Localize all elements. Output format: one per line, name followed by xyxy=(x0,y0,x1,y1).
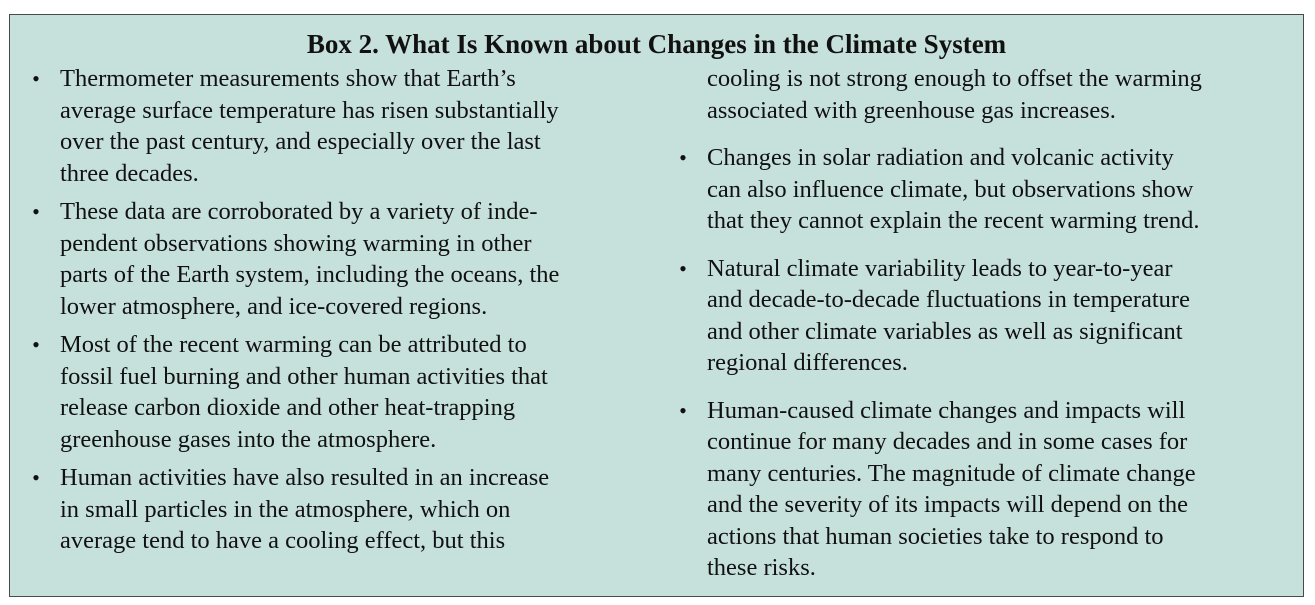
list-item: • These data are corroborated by a varie… xyxy=(29,196,639,322)
list-item-text: Human-caused climate changes and impacts… xyxy=(707,396,1196,582)
list-item: • Human-caused climate changes and impac… xyxy=(676,395,1296,584)
list-item: • Thermometer measurements show that Ear… xyxy=(29,63,639,189)
bullet-icon: • xyxy=(32,199,40,224)
list-item: • Most of the recent warming can be attr… xyxy=(29,329,639,455)
climate-box: Box 2. What Is Known about Changes in th… xyxy=(9,14,1304,597)
bullet-icon: • xyxy=(679,255,687,281)
list-item-text: Thermometer measurements show that Earth… xyxy=(60,65,559,187)
list-item-text: Changes in solar radiation and volcanic … xyxy=(707,144,1200,234)
list-item-text: Most of the recent warming can be attrib… xyxy=(60,331,548,453)
list-item: • Human activities have also resulted in… xyxy=(29,462,639,557)
bullet-icon: • xyxy=(32,465,40,490)
bullet-icon: • xyxy=(679,145,687,170)
list-item-text: Human activities have also resulted in a… xyxy=(60,464,550,554)
list-item-text: Natural climate variability leads to yea… xyxy=(707,254,1190,377)
list-item-text: These data are corroborated by a variety… xyxy=(60,198,560,320)
bullet-icon: • xyxy=(32,66,40,91)
bullet-icon: • xyxy=(679,397,687,423)
right-bullet-list: • Changes in solar radiation and volcani… xyxy=(676,142,1296,584)
right-column: cooling is not strong enough to offset t… xyxy=(676,63,1296,584)
list-item: • Changes in solar radiation and volcani… xyxy=(676,142,1296,237)
left-bullet-list: • Thermometer measurements show that Ear… xyxy=(29,63,639,557)
box-title: Box 2. What Is Known about Changes in th… xyxy=(306,29,1007,59)
left-column: • Thermometer measurements show that Ear… xyxy=(29,63,639,557)
bullet-icon: • xyxy=(32,332,40,357)
continued-text: cooling is not strong enough to offset t… xyxy=(707,65,1202,124)
list-item: • Natural climate variability leads to y… xyxy=(676,253,1296,379)
